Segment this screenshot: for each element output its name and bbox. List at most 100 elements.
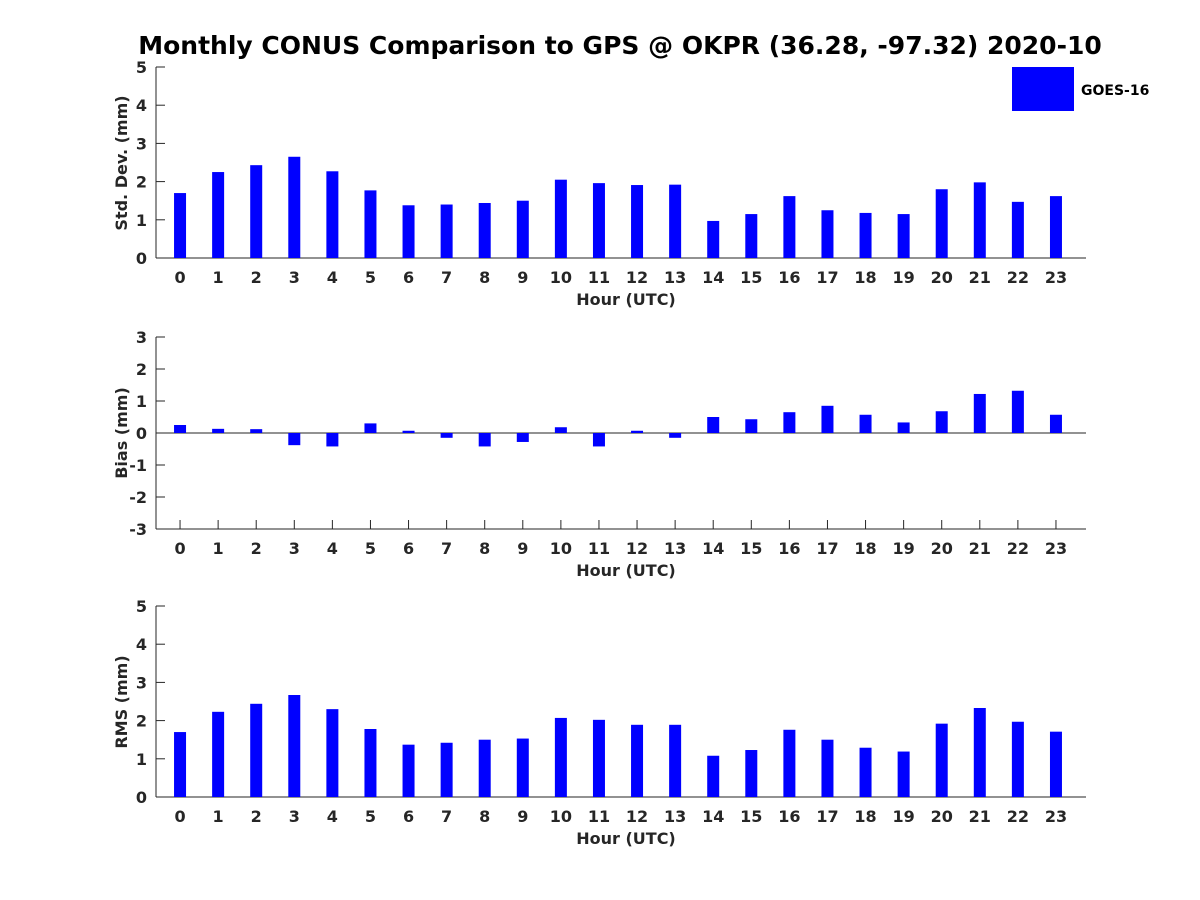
bar-hour-23: [1049, 731, 1062, 797]
bar-hour-7: [440, 204, 453, 258]
bar-hour-10: [554, 717, 567, 797]
figure-title: Monthly CONUS Comparison to GPS @ OKPR (…: [138, 31, 1102, 60]
bar-hour-0: [174, 732, 187, 797]
bar-hour-14: [707, 417, 720, 433]
y-tick-label: 2: [136, 173, 147, 192]
y-tick-label: 1: [136, 750, 147, 769]
y-tick-label: 0: [136, 788, 147, 807]
bar-hour-16: [783, 196, 796, 258]
bar-hour-18: [859, 212, 872, 258]
bar-hour-18: [859, 747, 872, 797]
bar-hour-4: [326, 709, 339, 797]
y-tick-label: 3: [136, 134, 147, 153]
bar-hour-15: [745, 214, 758, 258]
x-tick-label: 1: [213, 268, 224, 287]
x-tick-label: 18: [854, 268, 876, 287]
x-tick-label: 18: [854, 539, 876, 558]
y-tick-label: 5: [136, 597, 147, 616]
y-tick-label: 3: [136, 328, 147, 347]
bar-hour-22: [1011, 201, 1024, 258]
x-tick-label: 12: [626, 268, 648, 287]
y-tick-label: 4: [136, 635, 147, 654]
x-tick-label: 3: [289, 807, 300, 826]
x-tick-label: 10: [550, 268, 572, 287]
x-tick-label: 13: [664, 807, 686, 826]
bar-hour-15: [745, 419, 758, 433]
x-tick-label: 14: [702, 539, 724, 558]
bar-hour-13: [669, 724, 682, 797]
y-axis-label: Std. Dev. (mm): [112, 95, 131, 230]
bar-hour-9: [516, 433, 529, 442]
bar-hour-5: [364, 190, 377, 258]
bar-hour-8: [478, 202, 491, 258]
bar-hour-17: [821, 739, 834, 797]
x-tick-label: 13: [664, 539, 686, 558]
x-tick-label: 2: [251, 268, 262, 287]
bar-hour-20: [935, 411, 948, 433]
bar-hour-12: [631, 430, 644, 433]
x-tick-label: 6: [403, 268, 414, 287]
y-tick-label: -2: [129, 488, 147, 507]
bar-hour-20: [935, 723, 948, 797]
y-tick-label: 0: [136, 424, 147, 443]
x-tick-label: 12: [626, 539, 648, 558]
x-tick-label: 10: [550, 807, 572, 826]
x-tick-label: 5: [365, 807, 376, 826]
x-tick-label: 21: [969, 807, 991, 826]
x-tick-label: 2: [251, 807, 262, 826]
bar-hour-9: [516, 200, 529, 258]
x-axis-label: Hour (UTC): [576, 561, 676, 580]
x-tick-label: 11: [588, 807, 610, 826]
y-tick-label: 2: [136, 712, 147, 731]
bar-hour-0: [174, 425, 187, 433]
bar-hour-8: [478, 739, 491, 797]
x-tick-label: 8: [479, 807, 490, 826]
bar-hour-3: [288, 695, 301, 797]
x-tick-label: 12: [626, 807, 648, 826]
x-tick-label: 8: [479, 539, 490, 558]
x-tick-label: 16: [778, 539, 800, 558]
bar-hour-19: [897, 422, 910, 433]
x-tick-label: 22: [1007, 807, 1029, 826]
bar-hour-20: [935, 189, 948, 258]
bar-hour-1: [212, 428, 225, 433]
bar-hour-13: [669, 433, 682, 438]
x-tick-label: 14: [702, 807, 724, 826]
bar-hour-18: [859, 414, 872, 433]
y-tick-label: 1: [136, 211, 147, 230]
x-tick-label: 21: [969, 268, 991, 287]
bar-hour-1: [212, 711, 225, 797]
x-tick-label: 19: [892, 807, 914, 826]
bar-hour-12: [631, 185, 644, 258]
x-tick-label: 6: [403, 807, 414, 826]
x-tick-label: 20: [931, 539, 953, 558]
x-tick-label: 15: [740, 539, 762, 558]
x-tick-label: 9: [517, 807, 528, 826]
y-tick-label: 3: [136, 673, 147, 692]
x-tick-label: 8: [479, 268, 490, 287]
bar-hour-2: [250, 429, 263, 433]
bar-hour-4: [326, 433, 339, 447]
y-tick-label: 4: [136, 96, 147, 115]
x-tick-label: 19: [892, 539, 914, 558]
y-tick-label: -3: [129, 520, 147, 539]
x-tick-label: 0: [174, 807, 185, 826]
x-tick-label: 17: [816, 807, 838, 826]
x-axis-label: Hour (UTC): [576, 829, 676, 848]
bar-hour-23: [1049, 414, 1062, 433]
bar-hour-17: [821, 210, 834, 258]
bar-hour-16: [783, 729, 796, 797]
x-tick-label: 4: [327, 807, 338, 826]
bar-hour-14: [707, 220, 720, 258]
x-tick-label: 9: [517, 268, 528, 287]
bar-hour-6: [402, 205, 415, 258]
x-tick-label: 19: [892, 268, 914, 287]
x-tick-label: 4: [327, 268, 338, 287]
x-tick-label: 23: [1045, 539, 1067, 558]
bar-hour-7: [440, 433, 453, 438]
x-tick-label: 5: [365, 539, 376, 558]
